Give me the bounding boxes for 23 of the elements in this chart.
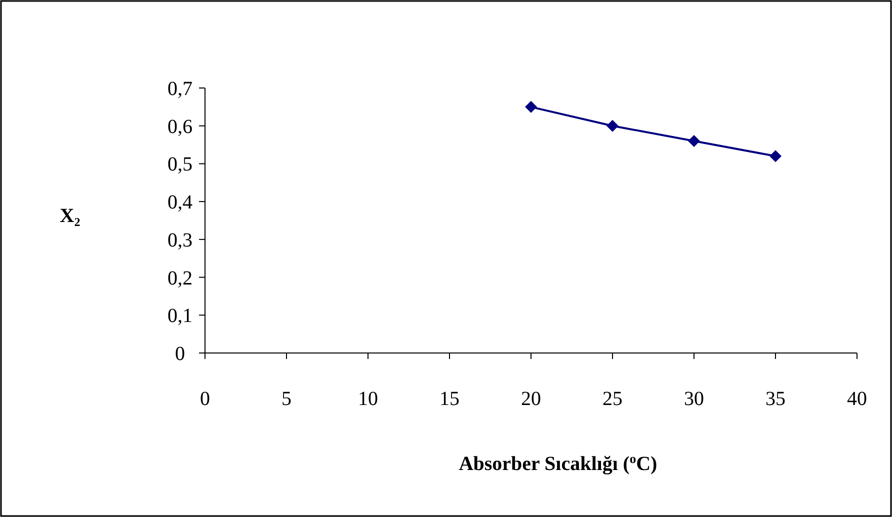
y-tick-label: 0,6 xyxy=(168,116,192,138)
y-axis-title: X₂ xyxy=(60,205,80,227)
x-tick-label: 5 xyxy=(282,388,292,410)
y-tick-label: 0,4 xyxy=(168,192,192,214)
y-tick-label: 0,5 xyxy=(168,154,192,176)
x-tick-label: 30 xyxy=(684,388,704,410)
point xyxy=(525,100,537,113)
y-tick-label: 0 xyxy=(175,343,185,365)
y-tick-label: 0,3 xyxy=(168,229,192,252)
point xyxy=(688,135,700,147)
x-tick-label: 15 xyxy=(440,388,460,410)
point xyxy=(606,120,618,132)
x-tick-label: 0 xyxy=(200,388,210,410)
x-tick-label: 20 xyxy=(521,388,541,410)
point xyxy=(770,150,782,162)
x-tick-label: 35 xyxy=(766,388,786,410)
y-tick-label: 0,1 xyxy=(168,305,192,328)
x-tick-label: 10 xyxy=(358,388,378,410)
y-tick-label: 0,2 xyxy=(168,267,192,290)
x-axis-title: Absorber Sıcaklığı ($^{o}$C) xyxy=(458,450,658,475)
x-tick-label: 40 xyxy=(847,388,867,410)
x-tick-label: 25 xyxy=(602,388,622,410)
y-tick-label: 0,7 xyxy=(168,78,192,100)
